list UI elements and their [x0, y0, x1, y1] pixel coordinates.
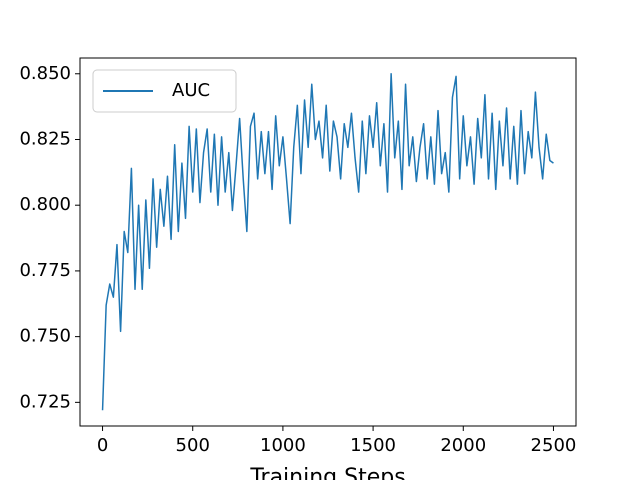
x-tick-label: 2500: [531, 435, 577, 456]
legend-box: [92, 69, 237, 113]
x-tick-label: 2000: [440, 435, 486, 456]
x-tick-label: 0: [97, 435, 108, 456]
data-line: [101, 73, 554, 411]
x-tick-label: 500: [176, 435, 210, 456]
legend-label: AUC: [172, 80, 210, 101]
y-tick-label: 0.825: [19, 128, 71, 149]
y-tick-label: 0.750: [19, 326, 71, 347]
x-tick-label: 1000: [260, 435, 306, 456]
x-tick-label: 1500: [350, 435, 396, 456]
y-tick-label: 0.850: [19, 63, 71, 84]
y-tick-label: 0.725: [19, 391, 71, 412]
y-tick-label: 0.800: [19, 194, 71, 215]
plot-frame: [79, 57, 577, 427]
y-tick-label: 0.775: [19, 260, 71, 281]
x-axis-label: Training Steps: [249, 465, 405, 480]
